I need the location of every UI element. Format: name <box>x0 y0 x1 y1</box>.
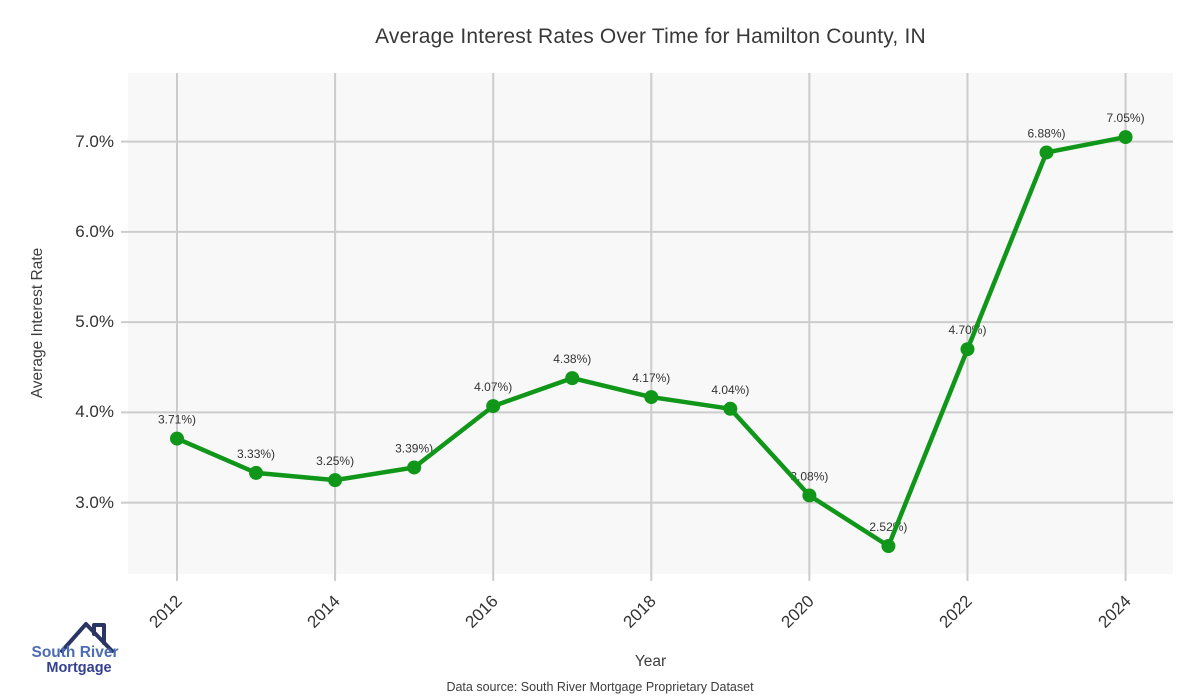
data-point <box>960 342 975 357</box>
point-label: 2.52%) <box>869 520 907 534</box>
south-river-mortgage-logo: South River Mortgage <box>32 622 119 676</box>
data-point <box>723 401 738 416</box>
point-label: 4.70%) <box>948 323 986 337</box>
chimney-icon <box>92 623 106 645</box>
data-point <box>881 539 896 554</box>
y-tick-label: 5.0% <box>75 312 114 332</box>
y-tick-label: 3.0% <box>75 492 114 512</box>
data-point <box>802 488 817 503</box>
data-point <box>1118 130 1133 145</box>
point-label: 3.33%) <box>237 447 275 461</box>
y-tick-label: 7.0% <box>75 131 114 151</box>
point-label: 3.08%) <box>790 469 828 483</box>
point-label: 4.04%) <box>711 383 749 397</box>
data-point <box>249 465 264 480</box>
point-label: 4.38%) <box>553 352 591 366</box>
logo-line2: Mortgage <box>46 660 111 676</box>
point-label: 4.07%) <box>474 380 512 394</box>
y-axis-title: Average Interest Rate <box>29 247 46 399</box>
y-tick-label: 4.0% <box>75 402 114 422</box>
point-label: 4.17%) <box>632 371 670 385</box>
point-label: 3.39%) <box>395 441 433 455</box>
data-point <box>1039 145 1054 160</box>
x-axis-title: Year <box>634 653 667 670</box>
data-point <box>170 431 185 446</box>
data-point <box>486 399 501 414</box>
point-label: 7.05%) <box>1107 111 1145 125</box>
data-point <box>644 390 659 405</box>
chart-title: Average Interest Rates Over Time for Ham… <box>375 25 926 48</box>
point-label: 3.71%) <box>158 413 196 427</box>
logo-line1: South River <box>32 644 119 661</box>
data-point <box>565 371 580 386</box>
point-label: 6.88%) <box>1028 126 1066 140</box>
data-source-note: Data source: South River Mortgage Propri… <box>446 680 754 694</box>
data-point <box>407 460 422 475</box>
data-point <box>328 473 343 488</box>
y-tick-label: 6.0% <box>75 221 114 241</box>
point-label: 3.25%) <box>316 454 354 468</box>
